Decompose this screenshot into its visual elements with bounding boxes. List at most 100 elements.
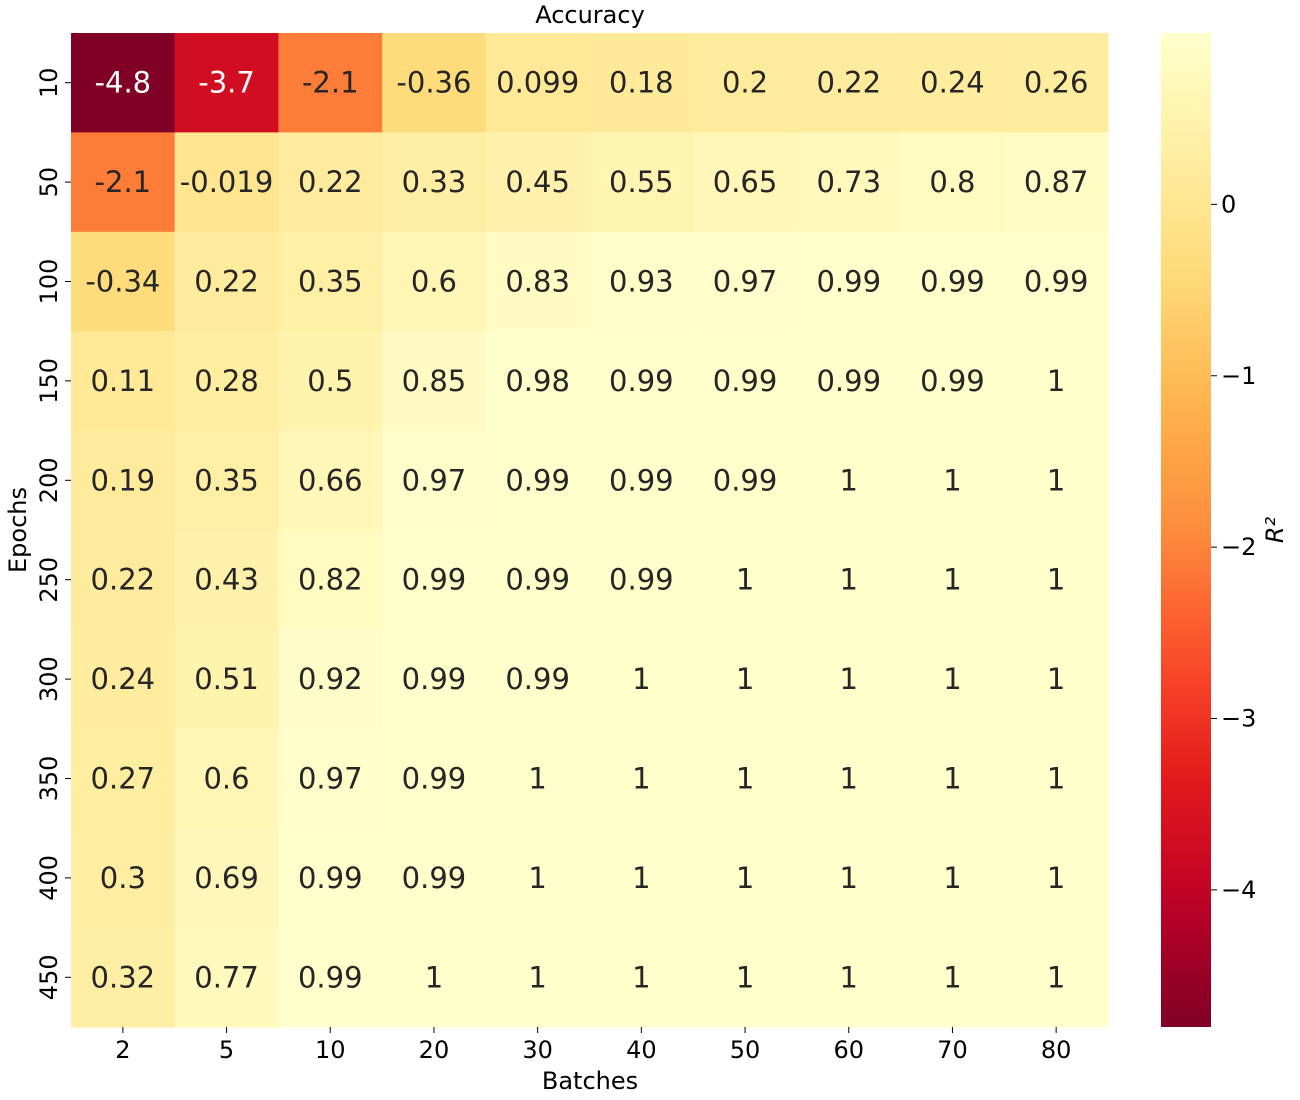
heatmap-cell-label: 0.83 (505, 265, 570, 299)
colorbar-label: R² (1261, 516, 1289, 543)
y-tick-label: 450 (35, 954, 63, 1000)
heatmap-cell-label: 0.99 (920, 364, 985, 398)
heatmap-cell (278, 231, 383, 332)
heatmap-cell-label: 0.97 (298, 762, 363, 796)
heatmap-cell (71, 728, 176, 829)
heatmap-cell (174, 828, 279, 929)
heatmap-cell-label: 0.99 (609, 563, 674, 597)
heatmap-cell (589, 33, 694, 133)
heatmap-cell (485, 530, 590, 630)
heatmap-cell-label: 0.99 (816, 364, 881, 398)
heatmap-cell-label: 1 (736, 960, 754, 994)
heatmap-cell-label: 1 (840, 662, 858, 696)
heatmap-cell (382, 331, 487, 432)
heatmap-cell-label: 0.55 (609, 165, 674, 199)
heatmap-cell (693, 430, 798, 531)
heatmap-cell (382, 629, 487, 730)
heatmap-cell (796, 430, 902, 531)
heatmap-cell (71, 132, 176, 233)
heatmap-cell-label: 0.99 (402, 861, 467, 895)
heatmap-cell (693, 231, 798, 332)
heatmap-cell (71, 231, 176, 332)
y-tick-label: 10 (35, 67, 63, 98)
heatmap-cell-label: -0.36 (396, 66, 471, 100)
heatmap-cell-label: 1 (840, 762, 858, 796)
heatmap-cell-label: 1 (425, 960, 443, 994)
heatmap-cell-label: 0.97 (402, 463, 467, 497)
heatmap-cell-label: 0.24 (920, 66, 985, 100)
x-tick-label: 60 (833, 1036, 864, 1064)
heatmap-cell (71, 530, 176, 630)
heatmap-cell (174, 927, 279, 1028)
heatmap-cell-label: 1 (528, 762, 546, 796)
heatmap-cell-label: 1 (1047, 861, 1065, 895)
heatmap-cell-label: -2.1 (302, 66, 359, 100)
x-tick-label: 5 (219, 1036, 234, 1064)
heatmap-cell (174, 728, 279, 829)
heatmap-cell-label: 0.99 (402, 762, 467, 796)
heatmap-cell-label: 0.11 (91, 364, 156, 398)
heatmap-cell-label: 0.24 (91, 662, 156, 696)
heatmap-cell (382, 430, 487, 531)
heatmap-cell-label: 0.27 (91, 762, 156, 796)
heatmap-cell-labels: -4.8 -3.7 -2.1 -0.36 0.099 0.18 0.2 0.22 0.24 0.2… (85, 66, 1088, 995)
heatmap-cell (589, 828, 694, 929)
x-tick-label: 2 (115, 1036, 130, 1064)
heatmap-cell-label: 0.5 (307, 364, 353, 398)
heatmap-cell (589, 728, 694, 829)
heatmap-cell-label: 0.99 (713, 463, 778, 497)
colorbar-ticks: 0 −1 −2 −3 −4 (1211, 190, 1256, 904)
heatmap-cell (693, 33, 798, 133)
heatmap-cell-label: 0.99 (713, 364, 778, 398)
heatmap-cell (485, 828, 590, 929)
heatmap-cells (71, 33, 1109, 1028)
colorbar-tick-label: 0 (1221, 190, 1236, 218)
heatmap-cell (900, 728, 1005, 829)
heatmap-cell-label: 1 (840, 463, 858, 497)
x-axis-label: Batches (542, 1067, 638, 1095)
heatmap-cell (278, 530, 383, 630)
heatmap-cell-label: 1 (736, 762, 754, 796)
heatmap-cell (900, 629, 1005, 730)
heatmap-cell (174, 530, 279, 630)
heatmap-cell-label: 0.3 (100, 861, 146, 895)
x-tick-label: 20 (419, 1036, 450, 1064)
heatmap-cell (174, 33, 279, 133)
colorbar (1161, 33, 1211, 1027)
heatmap-cell-label: -2.1 (95, 165, 152, 199)
heatmap-cell (1004, 33, 1109, 133)
heatmap-cell-label: 0.26 (1024, 66, 1089, 100)
heatmap-cell-label: 1 (632, 960, 650, 994)
heatmap-cell (796, 132, 902, 233)
x-tick-label: 10 (315, 1036, 346, 1064)
heatmap-cell-label: 0.99 (298, 960, 363, 994)
heatmap-cell-label: 0.97 (713, 265, 778, 299)
heatmap-cell-label: 0.65 (713, 165, 778, 199)
heatmap-cell-label: 0.99 (816, 265, 881, 299)
heatmap-cell (693, 927, 798, 1028)
heatmap-cell (900, 132, 1005, 233)
heatmap-cell (796, 728, 902, 829)
heatmap-cell-label: 1 (943, 463, 961, 497)
heatmap-cell-label: 0.22 (298, 165, 363, 199)
heatmap-cell-label: 1 (943, 861, 961, 895)
heatmap-cell (589, 629, 694, 730)
heatmap-cell-label: 0.99 (505, 662, 570, 696)
heatmap-cell-label: 0.2 (722, 66, 768, 100)
heatmap-cell (589, 927, 694, 1028)
heatmap-cell-label: 0.18 (609, 66, 674, 100)
heatmap-cell (71, 430, 176, 531)
heatmap-cell (382, 132, 487, 233)
heatmap-cell (693, 132, 798, 233)
heatmap-cell (900, 530, 1005, 630)
y-tick-label: 400 (35, 855, 63, 901)
heatmap-cell-label: 1 (736, 861, 754, 895)
heatmap-cell-label: 0.99 (920, 265, 985, 299)
heatmap-cell (1004, 132, 1109, 233)
heatmap-cell (900, 331, 1005, 432)
heatmap-cell (796, 828, 902, 929)
heatmap-cell-label: 0.73 (816, 165, 881, 199)
heatmap-cell-label: 0.99 (505, 563, 570, 597)
heatmap-cell-label: 0.98 (505, 364, 570, 398)
